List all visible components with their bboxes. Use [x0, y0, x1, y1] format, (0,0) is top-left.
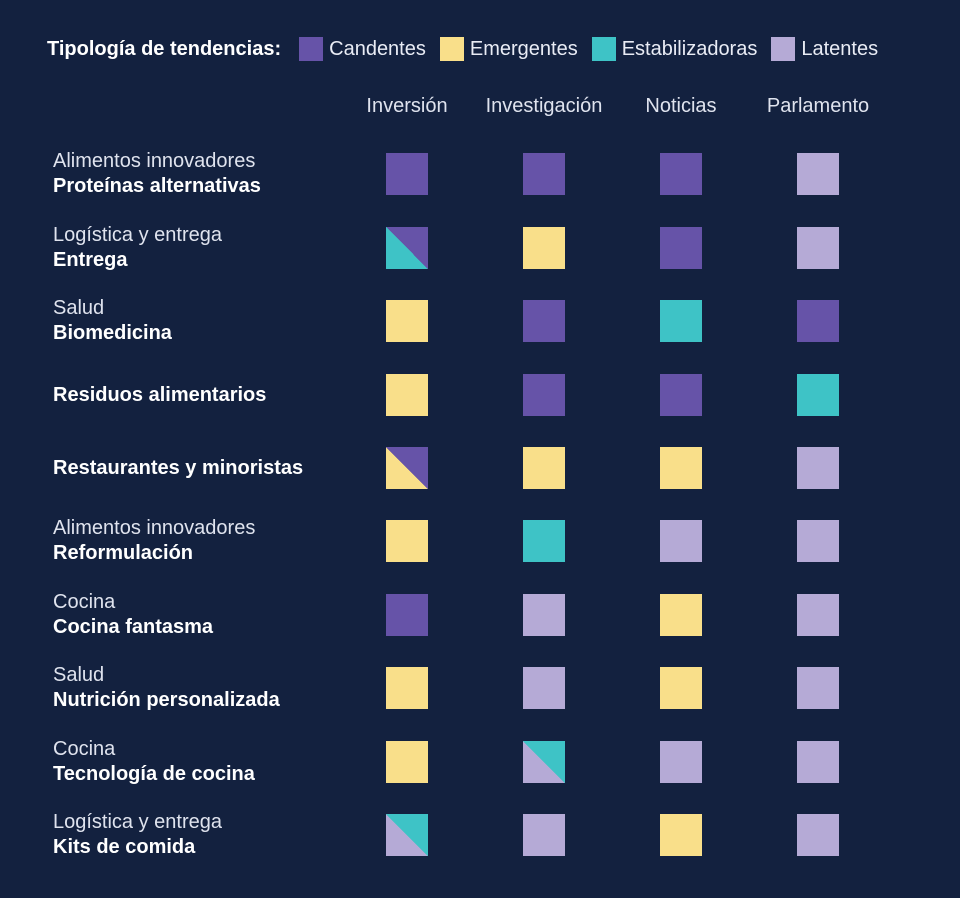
trend-cell [660, 520, 702, 562]
legend-label-latentes: Latentes [801, 37, 879, 60]
row-label: Logística y entrega Entrega [53, 223, 222, 273]
legend-swatch-emergentes [439, 37, 464, 61]
row-topic: Cocina fantasma [53, 616, 214, 638]
row-category: Salud [53, 297, 105, 319]
legend-swatch-latentes [771, 37, 796, 61]
legend-title: Tipología de tendencias: [47, 37, 282, 60]
legend-item-estabilizadoras: Estabilizadoras [591, 37, 758, 61]
trend-cell [660, 814, 702, 856]
row-label: Alimentos innovadores Reformulación [53, 516, 255, 566]
row-category: Logística y entrega [53, 811, 222, 833]
row-category: Logística y entrega [53, 224, 222, 246]
row-label: Cocina Cocina fantasma [53, 590, 213, 640]
trend-cell [386, 741, 428, 783]
row-topic: Restaurantes y minoristas [53, 456, 304, 479]
trend-cell [660, 594, 702, 636]
trend-cell [797, 447, 839, 489]
trend-cell [660, 667, 702, 709]
trend-cell [523, 153, 565, 195]
row-category: Alimentos innovadores [53, 517, 256, 539]
trend-cell [660, 374, 702, 416]
trend-cell [386, 520, 428, 562]
trend-cell [386, 300, 428, 342]
row-label: Alimentos innovadores Proteínas alternati… [53, 149, 261, 199]
trend-cell [660, 227, 702, 269]
legend-item-candentes: Candentes [299, 37, 426, 61]
trend-cell [523, 520, 565, 562]
trend-cell [797, 594, 839, 636]
trend-cell [386, 594, 428, 636]
column-header-noticias: Noticias [645, 95, 717, 117]
row-topic: Proteínas alternativas [53, 175, 261, 197]
trend-cell [797, 300, 839, 342]
trend-cell [797, 227, 839, 269]
column-header-inversion: Inversión [366, 95, 448, 117]
legend-label-estabilizadoras: Estabilizadoras [621, 37, 758, 60]
trend-cell [386, 227, 428, 269]
trend-cell [797, 814, 839, 856]
trend-cell [660, 153, 702, 195]
trend-cell [523, 741, 565, 783]
legend-item-latentes: Latentes [771, 37, 878, 61]
row-topic: Residuos alimentarios [53, 383, 267, 406]
trend-cell [386, 153, 428, 195]
trend-cell [797, 667, 839, 709]
row-topic: Reformulación [53, 542, 194, 564]
row-label: Cocina Tecnología de cocina [53, 737, 255, 787]
trend-cell [523, 227, 565, 269]
row-category: Cocina [53, 591, 116, 613]
legend-label-candentes: Candentes [329, 37, 426, 60]
row-topic: Entrega [53, 249, 128, 271]
trend-cell [660, 741, 702, 783]
legend-label-emergentes: Emergentes [469, 37, 578, 60]
trend-cell [797, 520, 839, 562]
trend-cell [797, 741, 839, 783]
row-label: Logística y entrega Kits de comida [53, 810, 222, 860]
trend-cell [386, 667, 428, 709]
trend-cell [797, 153, 839, 195]
trend-cell [523, 814, 565, 856]
legend-item-emergentes: Emergentes [439, 37, 578, 61]
trend-cell [523, 667, 565, 709]
row-label: Salud Biomedicina [53, 296, 172, 346]
row-category: Alimentos innovadores [53, 150, 256, 172]
column-header-investigacion: Investigación [485, 95, 603, 117]
trend-cell [797, 374, 839, 416]
trend-cell [523, 374, 565, 416]
row-category: Cocina [53, 738, 116, 760]
row-topic: Nutrición personalizada [53, 689, 280, 711]
row-topic: Kits de comida [53, 836, 196, 858]
row-label: Residuos alimentarios [53, 383, 266, 408]
column-header-parlamento: Parlamento [766, 95, 870, 117]
row-topic: Tecnología de cocina [53, 763, 255, 785]
trend-cell [386, 447, 428, 489]
legend-swatch-estabilizadoras [591, 37, 616, 61]
trend-cell [660, 447, 702, 489]
row-label: Salud Nutrición personalizada [53, 663, 280, 713]
legend-swatch-candentes [299, 37, 324, 61]
trend-cell [523, 594, 565, 636]
trend-cell [386, 814, 428, 856]
row-topic: Biomedicina [53, 322, 172, 344]
row-label: Restaurantes y minoristas [53, 456, 303, 481]
row-category: Salud [53, 664, 105, 686]
trend-cell [386, 374, 428, 416]
trend-cell [523, 300, 565, 342]
trend-cell [523, 447, 565, 489]
legend: Tipología de tendencias: Candentes Emerg… [47, 34, 892, 64]
trend-cell [660, 300, 702, 342]
